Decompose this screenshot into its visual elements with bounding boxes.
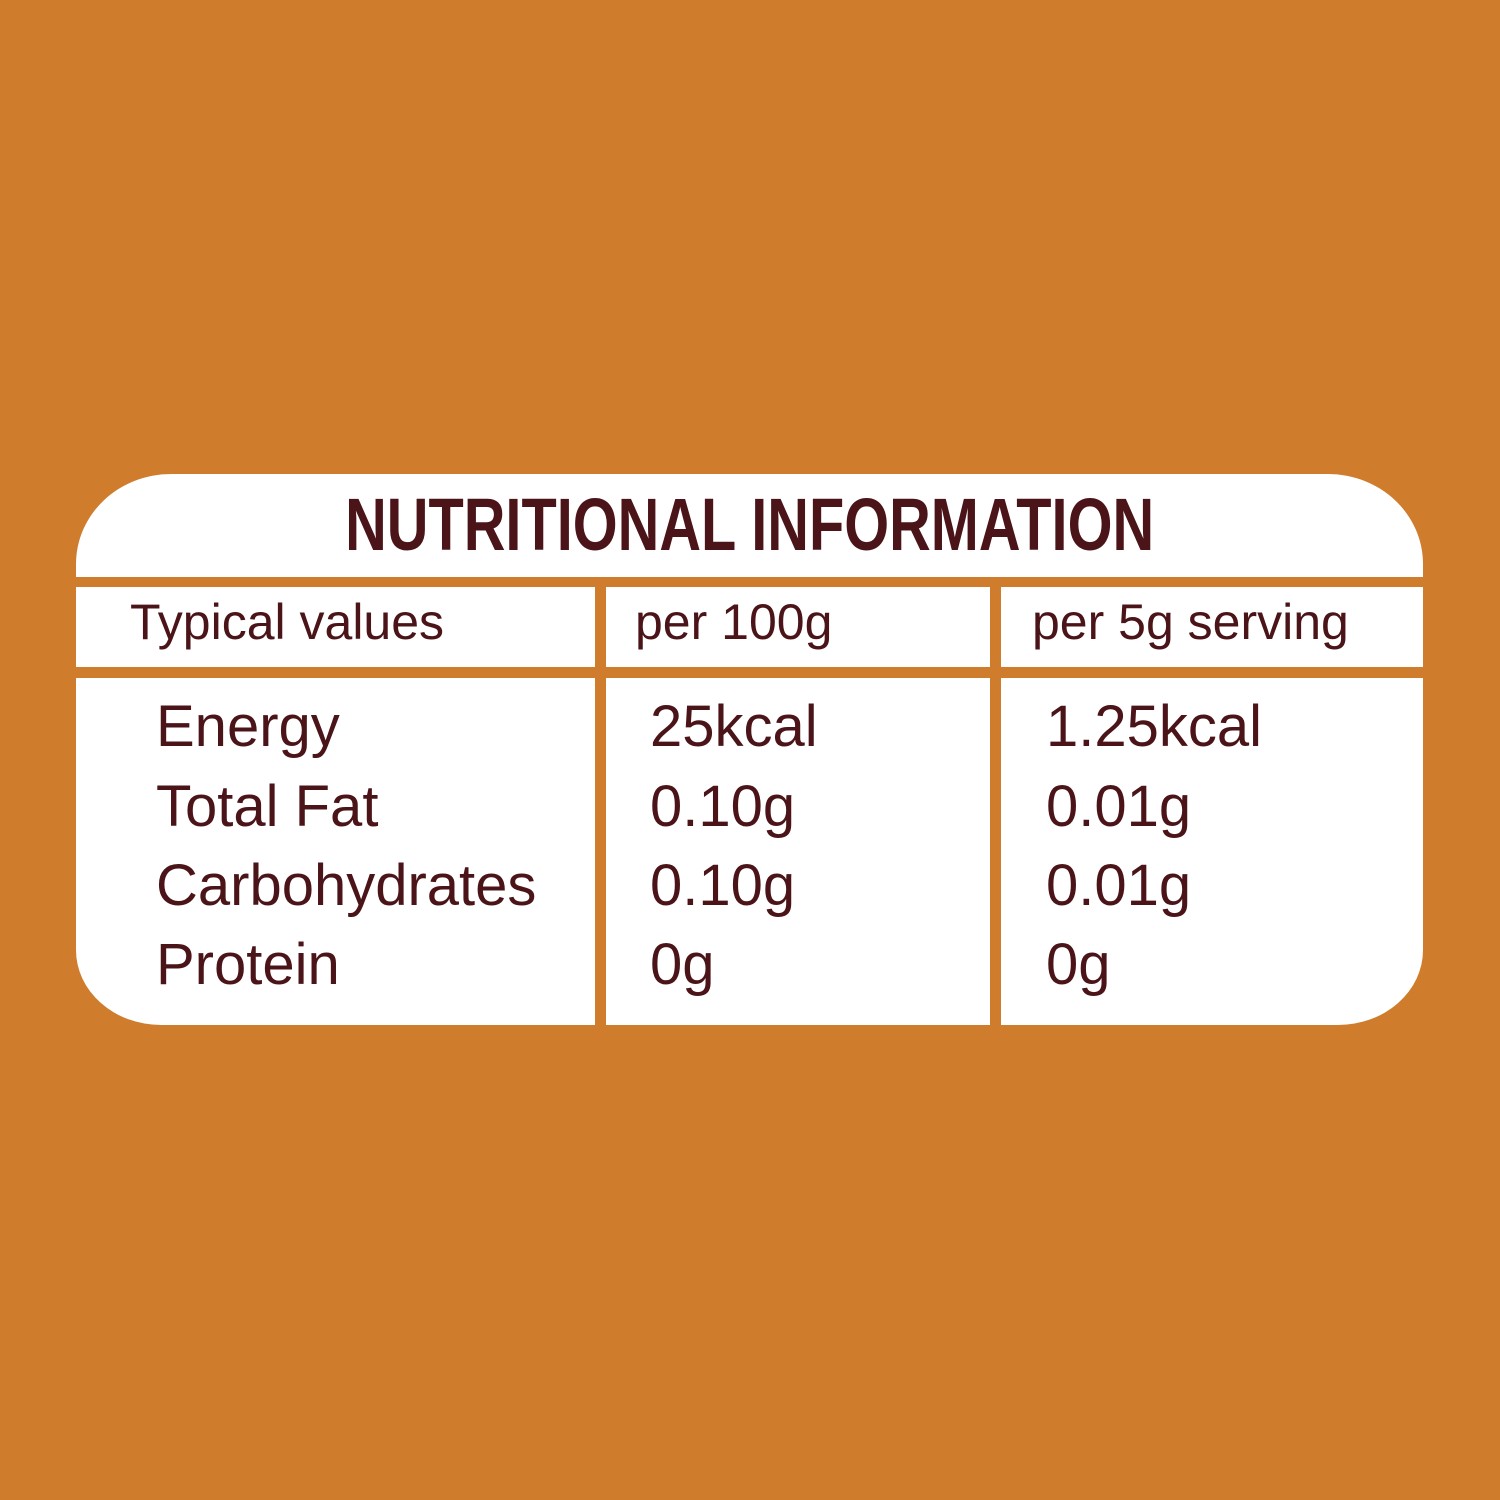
column-divider <box>990 577 1001 1025</box>
row-serving: 1.25kcal <box>1046 694 1263 759</box>
title-text: NUTRITIONAL INFORMATION <box>344 483 1155 566</box>
row-per100: 25kcal <box>650 694 818 759</box>
row-serving: 0.01g <box>1046 774 1192 839</box>
header-per-100g: per 100g <box>635 594 833 650</box>
row-label: Energy <box>156 694 340 759</box>
column-divider <box>595 577 606 1025</box>
row-serving: 0.01g <box>1046 853 1192 918</box>
row-label: Total Fat <box>156 774 379 839</box>
row-serving: 0g <box>1046 932 1111 997</box>
row-per100: 0g <box>650 932 715 997</box>
header-typical-values: Typical values <box>130 594 445 650</box>
row-per100: 0.10g <box>650 853 796 918</box>
header-per-serving: per 5g serving <box>1032 594 1349 650</box>
table-title: NUTRITIONAL INFORMATION <box>76 488 1423 562</box>
row-label: Protein <box>156 932 340 997</box>
nutrition-table: NUTRITIONAL INFORMATION Typical values p… <box>76 474 1423 1025</box>
row-per100: 0.10g <box>650 774 796 839</box>
divider <box>76 667 1423 678</box>
row-label: Carbohydrates <box>156 853 537 918</box>
divider <box>76 577 1423 587</box>
